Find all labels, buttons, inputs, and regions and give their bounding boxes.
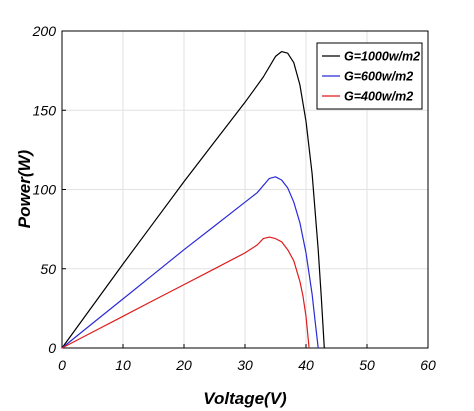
series-line (61, 176, 319, 349)
x-tick-label: 20 (175, 357, 192, 373)
x-tick-label: 50 (359, 357, 375, 373)
legend-entry-label: G=400w/m2 (344, 90, 413, 104)
legend: G=1000w/m2 G=600w/m2 G=400w/m2 (316, 42, 423, 110)
series-line (61, 50, 325, 349)
axis-ticks: 0 10 20 30 40 50 60 0 50 100 150 200 (32, 23, 436, 373)
x-axis-title: Voltage(V) (203, 389, 287, 408)
x-tick-label: 0 (58, 357, 66, 373)
series-lines (61, 50, 325, 349)
x-tick-label: 40 (298, 357, 314, 373)
y-tick-label: 100 (33, 182, 57, 198)
series-line (61, 236, 310, 349)
legend-entry-label: G=600w/m2 (344, 70, 413, 84)
y-tick-label: 50 (40, 261, 56, 277)
x-tick-label: 60 (420, 357, 436, 373)
y-tick-label: 200 (32, 23, 57, 39)
y-axis-title: Power(W) (15, 149, 34, 228)
y-tick-label: 150 (33, 102, 57, 118)
x-tick-label: 30 (237, 357, 253, 373)
y-tick-label: 0 (48, 340, 56, 356)
legend-entry-label: G=1000w/m2 (344, 50, 420, 64)
x-tick-label: 10 (115, 357, 131, 373)
